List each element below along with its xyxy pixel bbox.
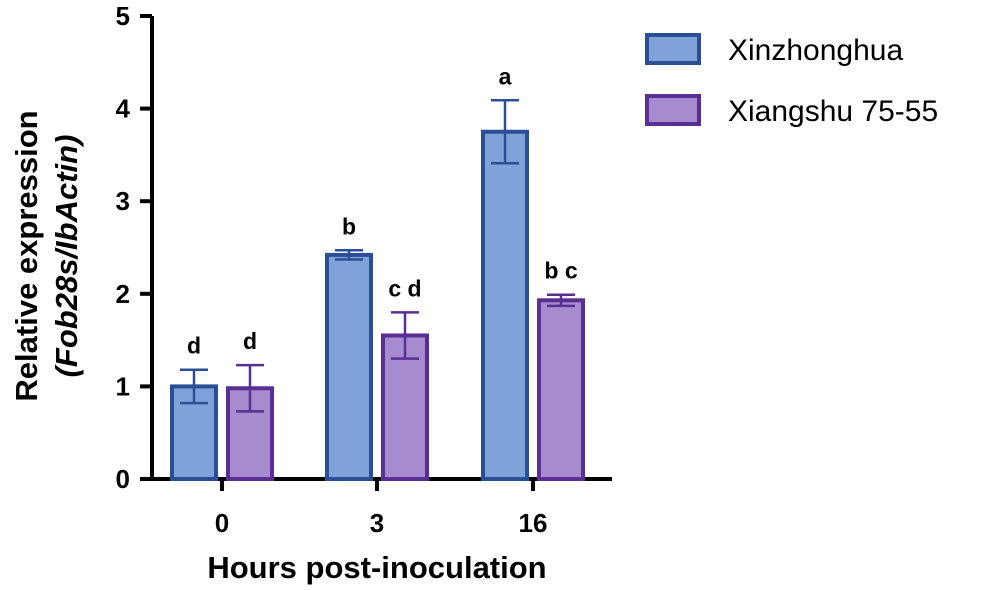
bar [325, 252, 373, 481]
x-tick-label: 0 [215, 508, 229, 538]
legend-label-xinzhonghua: Xinzhonghua [728, 34, 903, 67]
significance-label: c d [388, 275, 421, 301]
bar [481, 129, 529, 481]
legend: Xinzhonghua Xiangshu 75-55 [645, 33, 938, 128]
x-tick-label: 16 [519, 508, 548, 538]
x-axis-ticks: 0 3 16 [215, 479, 548, 538]
legend-swatch-xiangshu [645, 94, 701, 126]
y-axis-title-line1: Relative expression [9, 110, 44, 401]
legend-label-xiangshu: Xiangshu 75-55 [728, 95, 938, 128]
error-bars [180, 99, 575, 413]
y-tick-label: 3 [116, 186, 130, 216]
significance-label: d [187, 333, 201, 359]
y-tick-label: 0 [116, 464, 130, 494]
y-tick-label: 1 [116, 371, 130, 401]
x-tick-label: 3 [370, 508, 384, 538]
bars [170, 129, 585, 482]
y-axis-title-line2: (Fob28s/IbActin) [49, 135, 84, 378]
significance-labels: d b a d c d b c [187, 63, 578, 358]
x-axis-title: Hours post-inoculation [207, 550, 546, 585]
y-axis-ticks: 0 1 2 3 4 5 [116, 1, 152, 494]
significance-label: d [243, 328, 257, 354]
significance-label: a [499, 63, 512, 89]
legend-swatch-xinzhonghua [645, 33, 701, 65]
significance-label: b c [544, 258, 577, 284]
significance-label: b [342, 213, 356, 239]
y-tick-label: 5 [116, 1, 130, 31]
y-tick-label: 4 [116, 94, 131, 124]
y-tick-label: 2 [116, 279, 130, 309]
bar [537, 298, 585, 482]
